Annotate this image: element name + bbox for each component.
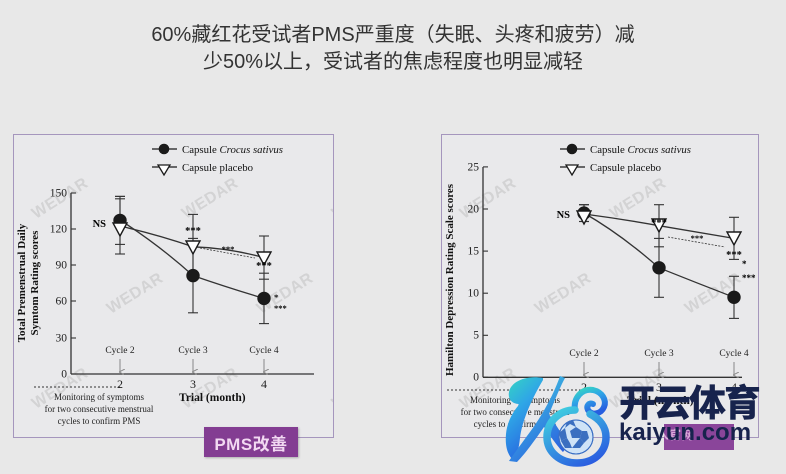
svg-text:Capsule placebo: Capsule placebo xyxy=(182,162,253,174)
svg-text:25: 25 xyxy=(468,162,480,174)
svg-text:***: *** xyxy=(274,303,287,313)
svg-text:Capsule placebo: Capsule placebo xyxy=(590,162,661,174)
svg-text:***: *** xyxy=(185,226,201,237)
svg-text:0: 0 xyxy=(473,372,479,384)
svg-text:150: 150 xyxy=(50,188,68,200)
svg-text:***: *** xyxy=(651,218,667,229)
svg-text:Cycle 4: Cycle 4 xyxy=(719,349,749,359)
svg-text:NS: NS xyxy=(557,210,571,221)
svg-text:20: 20 xyxy=(468,204,480,216)
svg-text:5: 5 xyxy=(473,330,479,342)
svg-text:Monitoring of symptoms: Monitoring of symptoms xyxy=(54,392,145,402)
svg-text:120: 120 xyxy=(50,224,68,236)
svg-text:2: 2 xyxy=(117,377,123,391)
svg-text:***: *** xyxy=(726,250,742,261)
svg-text:*: * xyxy=(274,292,278,302)
svg-text:0: 0 xyxy=(61,369,67,381)
svg-text:30: 30 xyxy=(56,333,68,345)
svg-text:4: 4 xyxy=(261,377,267,391)
svg-text:Cycle 3: Cycle 3 xyxy=(178,346,208,356)
svg-text:*: * xyxy=(742,259,747,269)
svg-text:Cycle 4: Cycle 4 xyxy=(249,346,279,356)
svg-text:10: 10 xyxy=(468,288,480,300)
svg-text:Capsule Crocus sativus: Capsule Crocus sativus xyxy=(182,144,283,156)
svg-text:for two consecutive menstrual: for two consecutive menstrual xyxy=(45,404,154,414)
svg-text:NS: NS xyxy=(93,219,107,230)
svg-text:90: 90 xyxy=(56,260,68,272)
svg-text:15: 15 xyxy=(468,246,480,258)
svg-text:Cycle 2: Cycle 2 xyxy=(569,349,599,359)
svg-text:3: 3 xyxy=(190,377,196,391)
svg-text:cycles to confirm PMS: cycles to confirm PMS xyxy=(58,416,141,426)
svg-text:***: *** xyxy=(256,261,272,272)
svg-text:Capsule Crocus sativus: Capsule Crocus sativus xyxy=(590,144,691,156)
svg-text:***: *** xyxy=(742,273,756,283)
svg-text:Cycle 2: Cycle 2 xyxy=(105,346,135,356)
svg-text:Cycle 3: Cycle 3 xyxy=(644,349,674,359)
svg-text:60: 60 xyxy=(56,296,68,308)
svg-text:Trial (month): Trial (month) xyxy=(179,392,246,404)
